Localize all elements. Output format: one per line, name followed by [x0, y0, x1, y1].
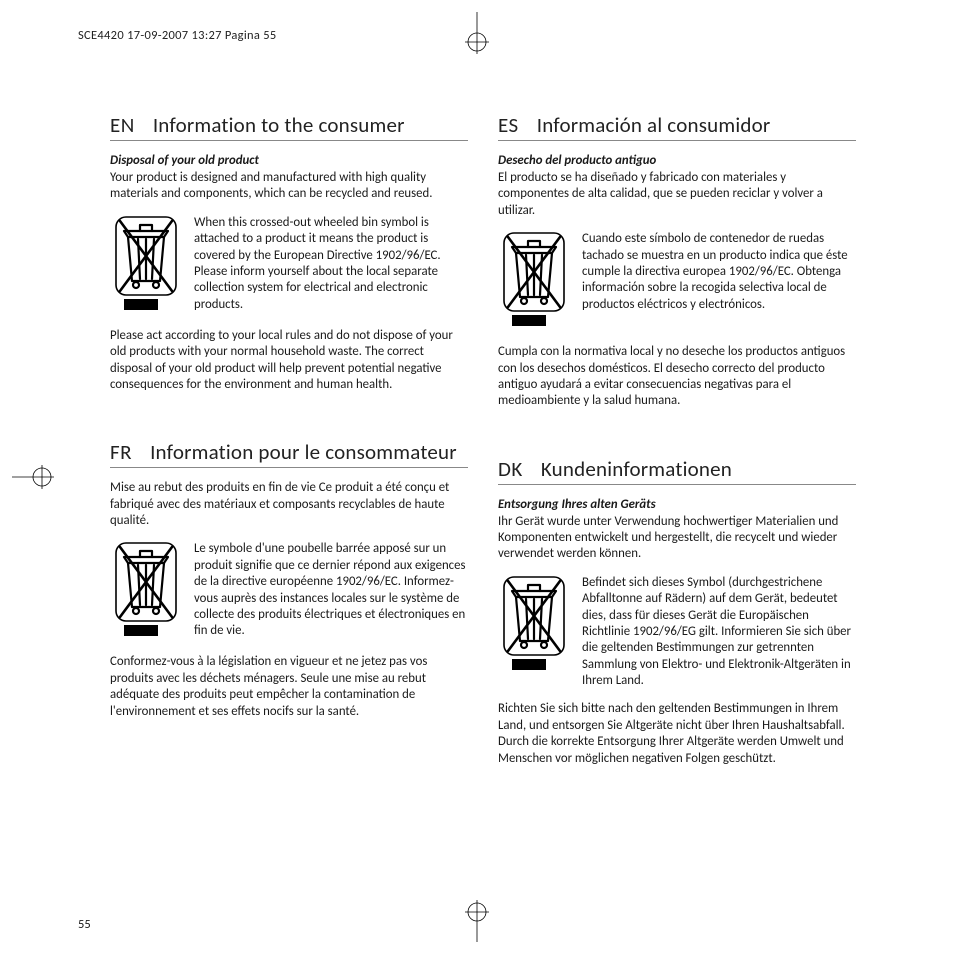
icon-text: Le symbole d'une poubelle barrée apposé …: [194, 541, 468, 642]
subheading: Desecho del producto antiguo: [498, 153, 856, 168]
weee-bin-icon: [110, 215, 182, 316]
lang-code: EN: [110, 112, 135, 138]
outro-text: Conformez-vous à la législation en vigue…: [110, 654, 468, 720]
right-column: ES Información al consumidor Desecho del…: [498, 112, 856, 813]
section-title: Information pour le consommateur: [150, 440, 457, 464]
section-title: Información al consumidor: [537, 113, 771, 137]
intro-text: Ihr Gerät wurde unter Verwendung hochwer…: [498, 514, 856, 563]
section-heading: FR Information pour le consommateur: [110, 439, 468, 468]
intro-text: Your product is designed and manufacture…: [110, 170, 468, 203]
icon-text: Cuando este símbolo de contenedor de rue…: [582, 231, 856, 332]
intro-text: Mise au rebut des produits en fin de vie…: [110, 480, 468, 529]
subheading: Entsorgung Ihres alten Geräts: [498, 497, 856, 512]
weee-bin-icon: [498, 231, 570, 332]
icon-row: Cuando este símbolo de contenedor de rue…: [498, 231, 856, 332]
icon-text: When this crossed-out wheeled bin symbol…: [194, 215, 468, 316]
section-es: ES Información al consumidor Desecho del…: [498, 112, 856, 422]
intro-text: El producto se ha diseñado y fabricado c…: [498, 170, 856, 219]
crop-mark-top: [453, 12, 501, 60]
page-number: 55: [78, 917, 91, 932]
crop-mark-bottom: [453, 894, 501, 942]
lang-code: ES: [498, 112, 519, 138]
icon-row: When this crossed-out wheeled bin symbol…: [110, 215, 468, 316]
section-title: Information to the consumer: [153, 113, 405, 137]
weee-bin-icon: [498, 575, 570, 690]
page-content: EN Information to the consumer Disposal …: [110, 112, 856, 813]
section-fr: FR Information pour le consommateur Mise…: [110, 439, 468, 732]
section-heading: EN Information to the consumer: [110, 112, 468, 141]
icon-row: Le symbole d'une poubelle barrée apposé …: [110, 541, 468, 642]
section-title: Kundeninformationen: [541, 457, 732, 481]
section-heading: ES Información al consumidor: [498, 112, 856, 141]
lang-code: DK: [498, 456, 523, 482]
outro-text: Please act according to your local rules…: [110, 328, 468, 394]
icon-text: Befindet sich dieses Symbol (durchgestri…: [582, 575, 856, 690]
crop-mark-left: [12, 453, 60, 501]
section-heading: DK Kundeninformationen: [498, 456, 856, 485]
section-dk: DK Kundeninformationen Entsorgung Ihres …: [498, 456, 856, 779]
subheading: Disposal of your old product: [110, 153, 468, 168]
weee-bin-icon: [110, 541, 182, 642]
left-column: EN Information to the consumer Disposal …: [110, 112, 468, 813]
print-header: SCE4420 17-09-2007 13:27 Pagina 55: [78, 28, 277, 43]
lang-code: FR: [110, 439, 132, 465]
outro-text: Richten Sie sich bitte nach den geltende…: [498, 701, 856, 767]
icon-row: Befindet sich dieses Symbol (durchgestri…: [498, 575, 856, 690]
section-en: EN Information to the consumer Disposal …: [110, 112, 468, 405]
outro-text: Cumpla con la normativa local y no desec…: [498, 344, 856, 410]
